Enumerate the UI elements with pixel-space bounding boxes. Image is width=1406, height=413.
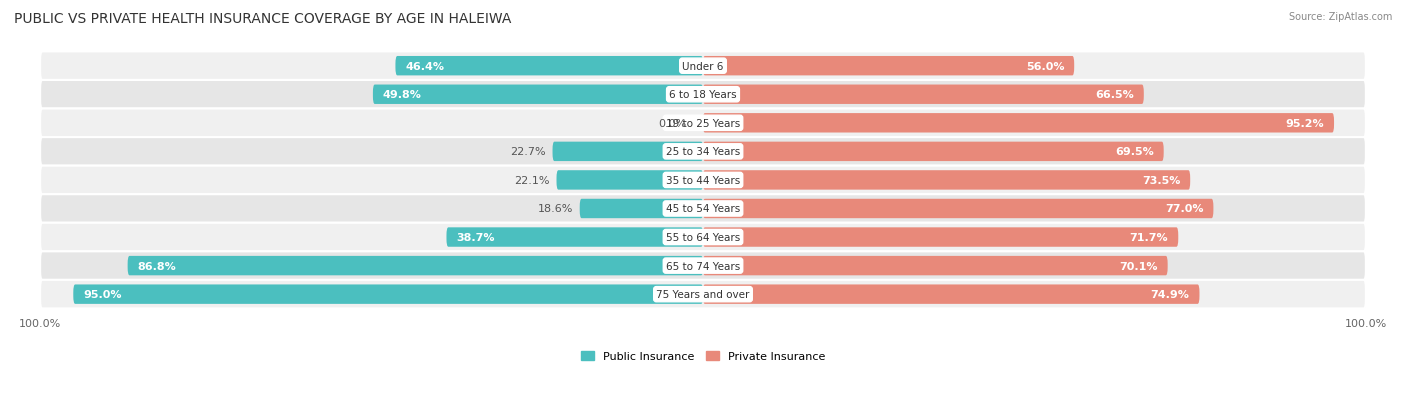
FancyBboxPatch shape xyxy=(41,195,1365,223)
Text: 49.8%: 49.8% xyxy=(382,90,422,100)
FancyBboxPatch shape xyxy=(447,228,703,247)
FancyBboxPatch shape xyxy=(703,114,1334,133)
Text: 65 to 74 Years: 65 to 74 Years xyxy=(666,261,740,271)
FancyBboxPatch shape xyxy=(41,223,1365,252)
Legend: Public Insurance, Private Insurance: Public Insurance, Private Insurance xyxy=(576,347,830,366)
Text: Source: ZipAtlas.com: Source: ZipAtlas.com xyxy=(1288,12,1392,22)
Text: 86.8%: 86.8% xyxy=(138,261,176,271)
Text: 38.7%: 38.7% xyxy=(457,233,495,242)
Text: 55 to 64 Years: 55 to 64 Years xyxy=(666,233,740,242)
FancyBboxPatch shape xyxy=(373,85,703,105)
Text: 71.7%: 71.7% xyxy=(1129,233,1168,242)
FancyBboxPatch shape xyxy=(41,252,1365,280)
FancyBboxPatch shape xyxy=(41,166,1365,195)
Text: 56.0%: 56.0% xyxy=(1026,62,1064,71)
FancyBboxPatch shape xyxy=(703,199,1213,218)
FancyBboxPatch shape xyxy=(41,52,1365,81)
Text: 77.0%: 77.0% xyxy=(1166,204,1204,214)
Text: 69.5%: 69.5% xyxy=(1115,147,1154,157)
FancyBboxPatch shape xyxy=(703,285,1199,304)
Text: 95.2%: 95.2% xyxy=(1285,119,1324,128)
FancyBboxPatch shape xyxy=(41,280,1365,309)
FancyBboxPatch shape xyxy=(703,228,1178,247)
Text: 46.4%: 46.4% xyxy=(405,62,444,71)
Text: 25 to 34 Years: 25 to 34 Years xyxy=(666,147,740,157)
FancyBboxPatch shape xyxy=(128,256,703,275)
Text: 18.6%: 18.6% xyxy=(537,204,574,214)
Text: 74.9%: 74.9% xyxy=(1150,290,1189,299)
Text: PUBLIC VS PRIVATE HEALTH INSURANCE COVERAGE BY AGE IN HALEIWA: PUBLIC VS PRIVATE HEALTH INSURANCE COVER… xyxy=(14,12,512,26)
Text: 75 Years and over: 75 Years and over xyxy=(657,290,749,299)
FancyBboxPatch shape xyxy=(703,85,1144,105)
FancyBboxPatch shape xyxy=(703,142,1164,161)
Text: 35 to 44 Years: 35 to 44 Years xyxy=(666,176,740,185)
FancyBboxPatch shape xyxy=(41,81,1365,109)
Text: 66.5%: 66.5% xyxy=(1095,90,1133,100)
Text: 22.1%: 22.1% xyxy=(515,176,550,185)
Text: 73.5%: 73.5% xyxy=(1142,176,1180,185)
FancyBboxPatch shape xyxy=(73,285,703,304)
Text: 95.0%: 95.0% xyxy=(83,290,122,299)
FancyBboxPatch shape xyxy=(703,57,1074,76)
FancyBboxPatch shape xyxy=(395,57,703,76)
FancyBboxPatch shape xyxy=(557,171,703,190)
FancyBboxPatch shape xyxy=(553,142,703,161)
FancyBboxPatch shape xyxy=(703,256,1167,275)
Text: 45 to 54 Years: 45 to 54 Years xyxy=(666,204,740,214)
Text: 0.0%: 0.0% xyxy=(658,119,686,128)
Text: 19 to 25 Years: 19 to 25 Years xyxy=(666,119,740,128)
Text: 22.7%: 22.7% xyxy=(510,147,546,157)
FancyBboxPatch shape xyxy=(703,171,1191,190)
Text: Under 6: Under 6 xyxy=(682,62,724,71)
FancyBboxPatch shape xyxy=(41,138,1365,166)
Text: 6 to 18 Years: 6 to 18 Years xyxy=(669,90,737,100)
FancyBboxPatch shape xyxy=(579,199,703,218)
Text: 70.1%: 70.1% xyxy=(1119,261,1157,271)
FancyBboxPatch shape xyxy=(41,109,1365,138)
